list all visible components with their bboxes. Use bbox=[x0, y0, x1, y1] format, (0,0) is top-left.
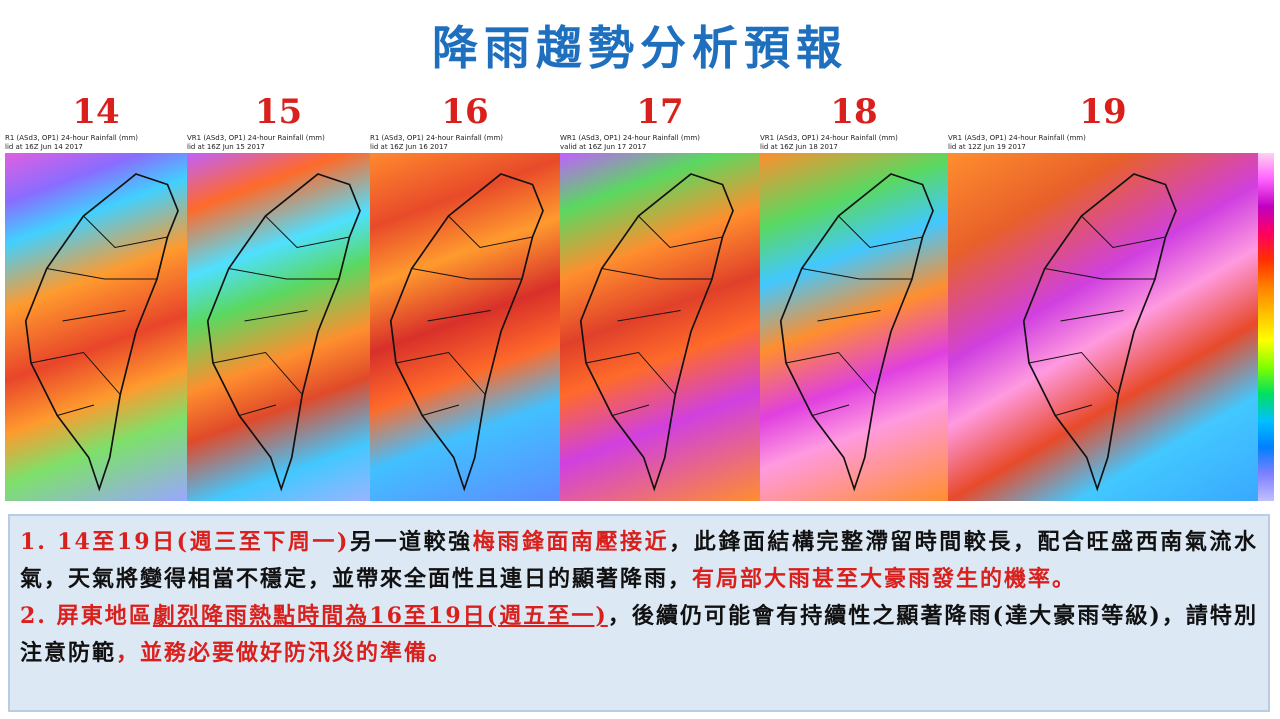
note-text: 劇烈降雨熱點時間為16至19日(週五至一) bbox=[152, 603, 608, 629]
note-text: 有局部大雨甚至大豪雨發生的機率。 bbox=[692, 566, 1077, 592]
day-label: 14 bbox=[72, 92, 120, 132]
day-label: 15 bbox=[254, 92, 303, 132]
map-header-title: VR1 (ASd3, OP1) 24-hour Rainfall (mm) bbox=[760, 134, 898, 142]
day-label: 17 bbox=[636, 92, 684, 132]
map-header-title: R1 (ASd3, OP1) 24-hour Rainfall (mm) bbox=[5, 134, 139, 142]
map-header-title: WR1 (ASd3, OP1) 24-hour Rainfall (mm) bbox=[560, 134, 700, 142]
day-label: 18 bbox=[830, 92, 878, 132]
taiwan-outline bbox=[206, 173, 361, 492]
note-text: 另一道較強 bbox=[349, 529, 473, 555]
taiwan-outline bbox=[579, 173, 734, 492]
note-text: ，並務必要做好防汛災的準備。 bbox=[116, 640, 453, 666]
note-paragraph: 1. 14至19日(週三至下周一)另一道較強梅雨鋒面南壓接近，此鋒面結構完整滯留… bbox=[20, 524, 1258, 598]
taiwan-outline bbox=[389, 173, 544, 492]
map-header: VR1 (ASd3, OP1) 24-hour Rainfall (mm) lid… bbox=[760, 134, 948, 152]
map-header-title: VR1 (ASd3, OP1) 24-hour Rainfall (mm) bbox=[187, 134, 325, 142]
color-bar bbox=[1258, 153, 1274, 501]
map-header: VR1 (ASd3, OP1) 24-hour Rainfall (mm) lid… bbox=[187, 134, 370, 152]
note-text: 2. 屏東地區 bbox=[20, 603, 153, 629]
note-text: 1. 14至19日(週三至下周一) bbox=[20, 529, 350, 555]
map-header-valid: lid at 16Z Jun 14 2017 bbox=[5, 143, 83, 151]
note-text: ，此鋒面結構完整滯留時間較長，配合旺盛西南氣流水氣，天氣將變得相當不穩定，並帶來… bbox=[20, 529, 1258, 592]
note-text: 梅雨鋒面南壓接近 bbox=[472, 529, 670, 555]
slide-title: 降雨趨勢分析預報 bbox=[432, 21, 848, 75]
map-header-valid: lid at 16Z Jun 16 2017 bbox=[370, 143, 448, 151]
taiwan-outline bbox=[779, 173, 934, 492]
map-header-valid: valid at 16Z Jun 17 2017 bbox=[560, 143, 647, 151]
rainfall-map bbox=[370, 153, 560, 501]
rainfall-map bbox=[948, 153, 1258, 501]
map-header-valid: lid at 16Z Jun 15 2017 bbox=[187, 143, 265, 151]
taiwan-outline bbox=[24, 173, 179, 492]
map-header-valid: lid at 12Z Jun 19 2017 bbox=[948, 143, 1026, 151]
rainfall-map bbox=[187, 153, 370, 501]
day-label: 19 bbox=[1079, 92, 1127, 132]
map-header-valid: lid at 16Z Jun 18 2017 bbox=[760, 143, 838, 151]
taiwan-outline bbox=[1022, 173, 1177, 492]
rainfall-map bbox=[560, 153, 760, 501]
map-header: WR1 (ASd3, OP1) 24-hour Rainfall (mm) val… bbox=[560, 134, 760, 152]
map-header: VR1 (ASd3, OP1) 24-hour Rainfall (mm) lid… bbox=[948, 134, 1258, 152]
rainfall-map bbox=[760, 153, 948, 501]
notes-box: 1. 14至19日(週三至下周一)另一道較強梅雨鋒面南壓接近，此鋒面結構完整滯留… bbox=[8, 514, 1270, 712]
note-paragraph: 2. 屏東地區劇烈降雨熱點時間為16至19日(週五至一)，後續仍可能會有持續性之… bbox=[20, 598, 1258, 672]
rainfall-map bbox=[5, 153, 187, 501]
map-header-title: VR1 (ASd3, OP1) 24-hour Rainfall (mm) bbox=[948, 134, 1086, 142]
map-header: R1 (ASd3, OP1) 24-hour Rainfall (mm) lid … bbox=[5, 134, 187, 152]
day-label: 16 bbox=[441, 92, 489, 132]
note-text: ，後續仍可能會有持續性之顯著降雨(達大豪雨等級)，請特別注意防範 bbox=[20, 603, 1258, 666]
map-header: R1 (ASd3, OP1) 24-hour Rainfall (mm) lid … bbox=[370, 134, 560, 152]
map-header-title: R1 (ASd3, OP1) 24-hour Rainfall (mm) bbox=[370, 134, 504, 142]
